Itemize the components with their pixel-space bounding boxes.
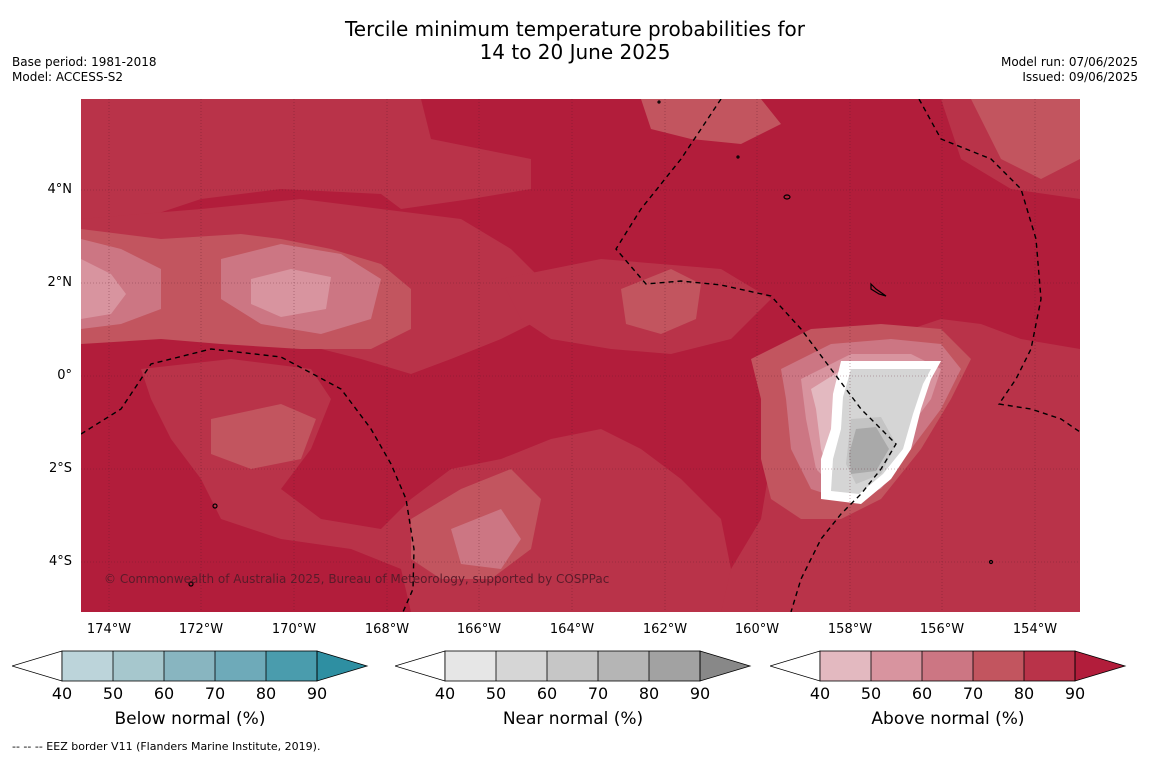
below-normal-label: Below normal (%) — [114, 709, 266, 729]
copyright-text: © Commonwealth of Australia 2025, Bureau… — [104, 572, 610, 586]
lon-label-162w: 162°W — [642, 622, 688, 637]
near-tick-40: 40 — [434, 684, 456, 703]
above-60-region-south — [451, 509, 521, 569]
near-70-region — [849, 427, 889, 474]
below-bin-70 — [215, 651, 266, 681]
lon-label-156w: 156°W — [919, 622, 965, 637]
eez-footnote: -- -- -- EEZ border V11 (Flanders Marine… — [12, 740, 321, 753]
near-tick-90: 90 — [689, 684, 711, 703]
above-overflow-arrow — [1074, 650, 1127, 682]
above-tick-70: 70 — [962, 684, 984, 703]
above-70-region-ne — [971, 99, 1080, 179]
near-underflow-arrow — [395, 650, 446, 682]
above-70-region-center — [621, 269, 701, 334]
below-bin-50 — [113, 651, 164, 681]
above-80-region-nw — [81, 99, 531, 219]
above-tick-80: 80 — [1013, 684, 1035, 703]
islands — [188, 100, 994, 587]
near-normal-colorbar — [395, 650, 752, 682]
lon-label-174w: 174°W — [86, 622, 132, 637]
lat-label-0: 0° — [57, 368, 72, 383]
above-70-region-north — [641, 99, 781, 144]
model-name: Model: ACCESS-S2 — [12, 70, 124, 84]
below-tick-60: 60 — [153, 684, 175, 703]
above-normal-label: Above normal (%) — [871, 709, 1025, 729]
above-70-region-sw — [211, 404, 316, 469]
lon-label-160w: 160°W — [734, 622, 780, 637]
below-tick-50: 50 — [102, 684, 124, 703]
near-bin-80 — [649, 651, 700, 681]
above-tick-90: 90 — [1064, 684, 1086, 703]
below-normal-colorbar — [12, 650, 369, 682]
issued-date: Issued: 09/06/2025 — [1022, 70, 1138, 84]
lon-label-166w: 166°W — [456, 622, 502, 637]
near-tick-60: 60 — [536, 684, 558, 703]
probability-map — [81, 99, 1080, 612]
lon-label-158w: 158°W — [827, 622, 873, 637]
run-info: Model run: 07/06/2025 Issued: 09/06/2025 — [1001, 55, 1138, 85]
lat-label-4n: 4°N — [47, 182, 73, 197]
above-bin-50 — [871, 651, 922, 681]
near-tick-70: 70 — [587, 684, 609, 703]
lat-label-4s: 4°S — [48, 554, 72, 569]
near-normal-label: Near normal (%) — [502, 709, 644, 729]
near-bin-60 — [547, 651, 598, 681]
near-tick-50: 50 — [485, 684, 507, 703]
map-panel: © Commonwealth of Australia 2025, Bureau… — [81, 99, 1080, 612]
above-50-region-center-west — [251, 269, 331, 317]
below-bin-40 — [62, 651, 113, 681]
above-tick-50: 50 — [860, 684, 882, 703]
above-bin-60 — [922, 651, 973, 681]
above-normal-colorbar — [770, 650, 1127, 682]
below-overflow-arrow — [316, 650, 369, 682]
eez-borders — [81, 99, 1080, 612]
below-tick-80: 80 — [255, 684, 277, 703]
above-tick-40: 40 — [809, 684, 831, 703]
title-line-2: 14 to 20 June 2025 — [479, 40, 671, 64]
lat-label-2n: 2°N — [47, 275, 73, 290]
above-50-region-west — [81, 259, 126, 319]
near-bin-40 — [445, 651, 496, 681]
above-bin-80 — [1024, 651, 1075, 681]
lon-label-172w: 172°W — [178, 622, 224, 637]
near-bin-70 — [598, 651, 649, 681]
model-run: Model run: 07/06/2025 — [1000, 55, 1138, 69]
above-tick-60: 60 — [911, 684, 933, 703]
near-bin-50 — [496, 651, 547, 681]
lat-label-2s: 2°S — [48, 461, 72, 476]
base-period: Base period: 1981-2018 — [12, 55, 157, 69]
lon-label-164w: 164°W — [549, 622, 595, 637]
below-underflow-arrow — [12, 650, 63, 682]
map-title: Tercile minimum temperature probabilitie… — [0, 18, 1150, 64]
above-bin-70 — [973, 651, 1024, 681]
below-tick-70: 70 — [204, 684, 226, 703]
lon-label-154w: 154°W — [1012, 622, 1058, 637]
below-bin-80 — [266, 651, 317, 681]
below-bin-60 — [164, 651, 215, 681]
title-line-1: Tercile minimum temperature probabilitie… — [344, 17, 806, 41]
near-overflow-arrow — [699, 650, 752, 682]
below-tick-40: 40 — [51, 684, 73, 703]
model-info: Base period: 1981-2018 Model: ACCESS-S2 — [12, 55, 157, 85]
lon-label-168w: 168°W — [364, 622, 410, 637]
near-tick-80: 80 — [638, 684, 660, 703]
below-tick-90: 90 — [306, 684, 328, 703]
above-underflow-arrow — [770, 650, 821, 682]
above-bin-40 — [820, 651, 871, 681]
lon-label-170w: 170°W — [271, 622, 317, 637]
